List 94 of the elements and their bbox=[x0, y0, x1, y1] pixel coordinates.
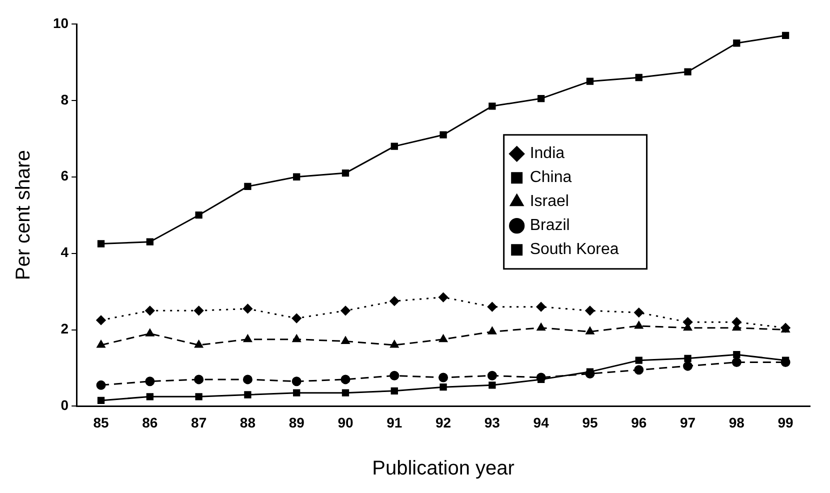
y-axis-title: Per cent share bbox=[12, 150, 35, 280]
point bbox=[585, 306, 595, 316]
x-tick-label: 93 bbox=[484, 414, 500, 430]
point bbox=[634, 321, 644, 329]
y-tick-label: 4 bbox=[60, 244, 69, 260]
point bbox=[194, 340, 204, 348]
point bbox=[195, 212, 202, 219]
point bbox=[390, 370, 400, 380]
point bbox=[244, 182, 252, 190]
x-tick-label: 96 bbox=[631, 414, 647, 430]
point bbox=[684, 354, 692, 362]
point bbox=[635, 356, 642, 364]
point bbox=[292, 314, 302, 324]
point bbox=[634, 308, 644, 318]
x-tick-label: 92 bbox=[435, 414, 452, 430]
point bbox=[146, 238, 154, 246]
point bbox=[194, 374, 204, 384]
x-tick-label: 85 bbox=[93, 414, 110, 430]
y-tick-label: 6 bbox=[60, 168, 69, 184]
point bbox=[683, 361, 693, 371]
y-tick-label: 10 bbox=[52, 14, 69, 31]
point bbox=[438, 372, 448, 382]
y-tick-label: 2 bbox=[60, 320, 69, 337]
point bbox=[536, 372, 546, 382]
point bbox=[244, 391, 252, 398]
legend-label: South Korea bbox=[530, 241, 619, 258]
point bbox=[96, 380, 106, 390]
y-tick-label: 0 bbox=[60, 397, 69, 414]
point bbox=[145, 306, 155, 316]
point bbox=[145, 376, 155, 386]
point bbox=[733, 40, 740, 47]
point bbox=[340, 306, 350, 316]
point bbox=[390, 340, 399, 348]
point bbox=[292, 376, 302, 386]
point bbox=[341, 336, 350, 344]
point bbox=[782, 32, 790, 40]
legend-label: Brazil bbox=[530, 217, 570, 234]
x-tick-label: 88 bbox=[240, 414, 256, 430]
x-tick-label: 94 bbox=[533, 414, 550, 430]
point bbox=[440, 384, 447, 391]
x-tick-label: 99 bbox=[778, 414, 794, 430]
point bbox=[96, 340, 106, 348]
point bbox=[438, 292, 448, 302]
point bbox=[242, 374, 252, 384]
point bbox=[488, 382, 496, 389]
legend-label: India bbox=[530, 145, 565, 162]
point bbox=[390, 296, 400, 306]
point bbox=[342, 169, 350, 177]
point bbox=[538, 94, 545, 102]
point bbox=[293, 389, 300, 396]
point bbox=[732, 357, 742, 367]
point bbox=[97, 396, 105, 404]
point bbox=[684, 68, 692, 76]
x-tick-label: 86 bbox=[142, 414, 158, 430]
point bbox=[488, 326, 496, 334]
point bbox=[487, 302, 497, 312]
point bbox=[586, 326, 594, 334]
x-axis-title: Publication year bbox=[372, 458, 515, 480]
x-tick-label: 97 bbox=[680, 414, 696, 430]
point bbox=[439, 334, 448, 342]
x-tick-label: 87 bbox=[191, 414, 207, 430]
point bbox=[97, 240, 105, 248]
point bbox=[488, 102, 496, 110]
point bbox=[340, 374, 350, 384]
point bbox=[96, 315, 106, 325]
point bbox=[194, 306, 204, 316]
x-tick-label: 98 bbox=[728, 414, 745, 430]
x-tick-label: 89 bbox=[288, 414, 305, 430]
point bbox=[586, 78, 594, 85]
point bbox=[146, 393, 154, 400]
point bbox=[732, 317, 742, 327]
x-tick-label: 91 bbox=[386, 414, 402, 430]
point bbox=[634, 365, 644, 375]
point bbox=[390, 142, 398, 150]
point bbox=[242, 304, 252, 314]
point bbox=[390, 387, 398, 394]
x-tick-label: 90 bbox=[338, 414, 354, 430]
legend-label: Israel bbox=[530, 193, 569, 210]
point bbox=[536, 302, 546, 312]
point bbox=[293, 173, 300, 180]
point bbox=[487, 370, 497, 380]
point bbox=[733, 351, 740, 358]
point bbox=[683, 317, 693, 327]
point bbox=[146, 328, 154, 336]
point bbox=[243, 334, 252, 342]
point bbox=[292, 334, 301, 342]
x-tick-label: 95 bbox=[582, 414, 598, 430]
point bbox=[536, 323, 546, 331]
y-tick-label: 8 bbox=[60, 91, 69, 108]
point bbox=[342, 389, 350, 396]
point bbox=[440, 131, 447, 138]
point bbox=[195, 393, 202, 400]
point bbox=[635, 74, 642, 82]
legend-label: China bbox=[530, 169, 572, 186]
